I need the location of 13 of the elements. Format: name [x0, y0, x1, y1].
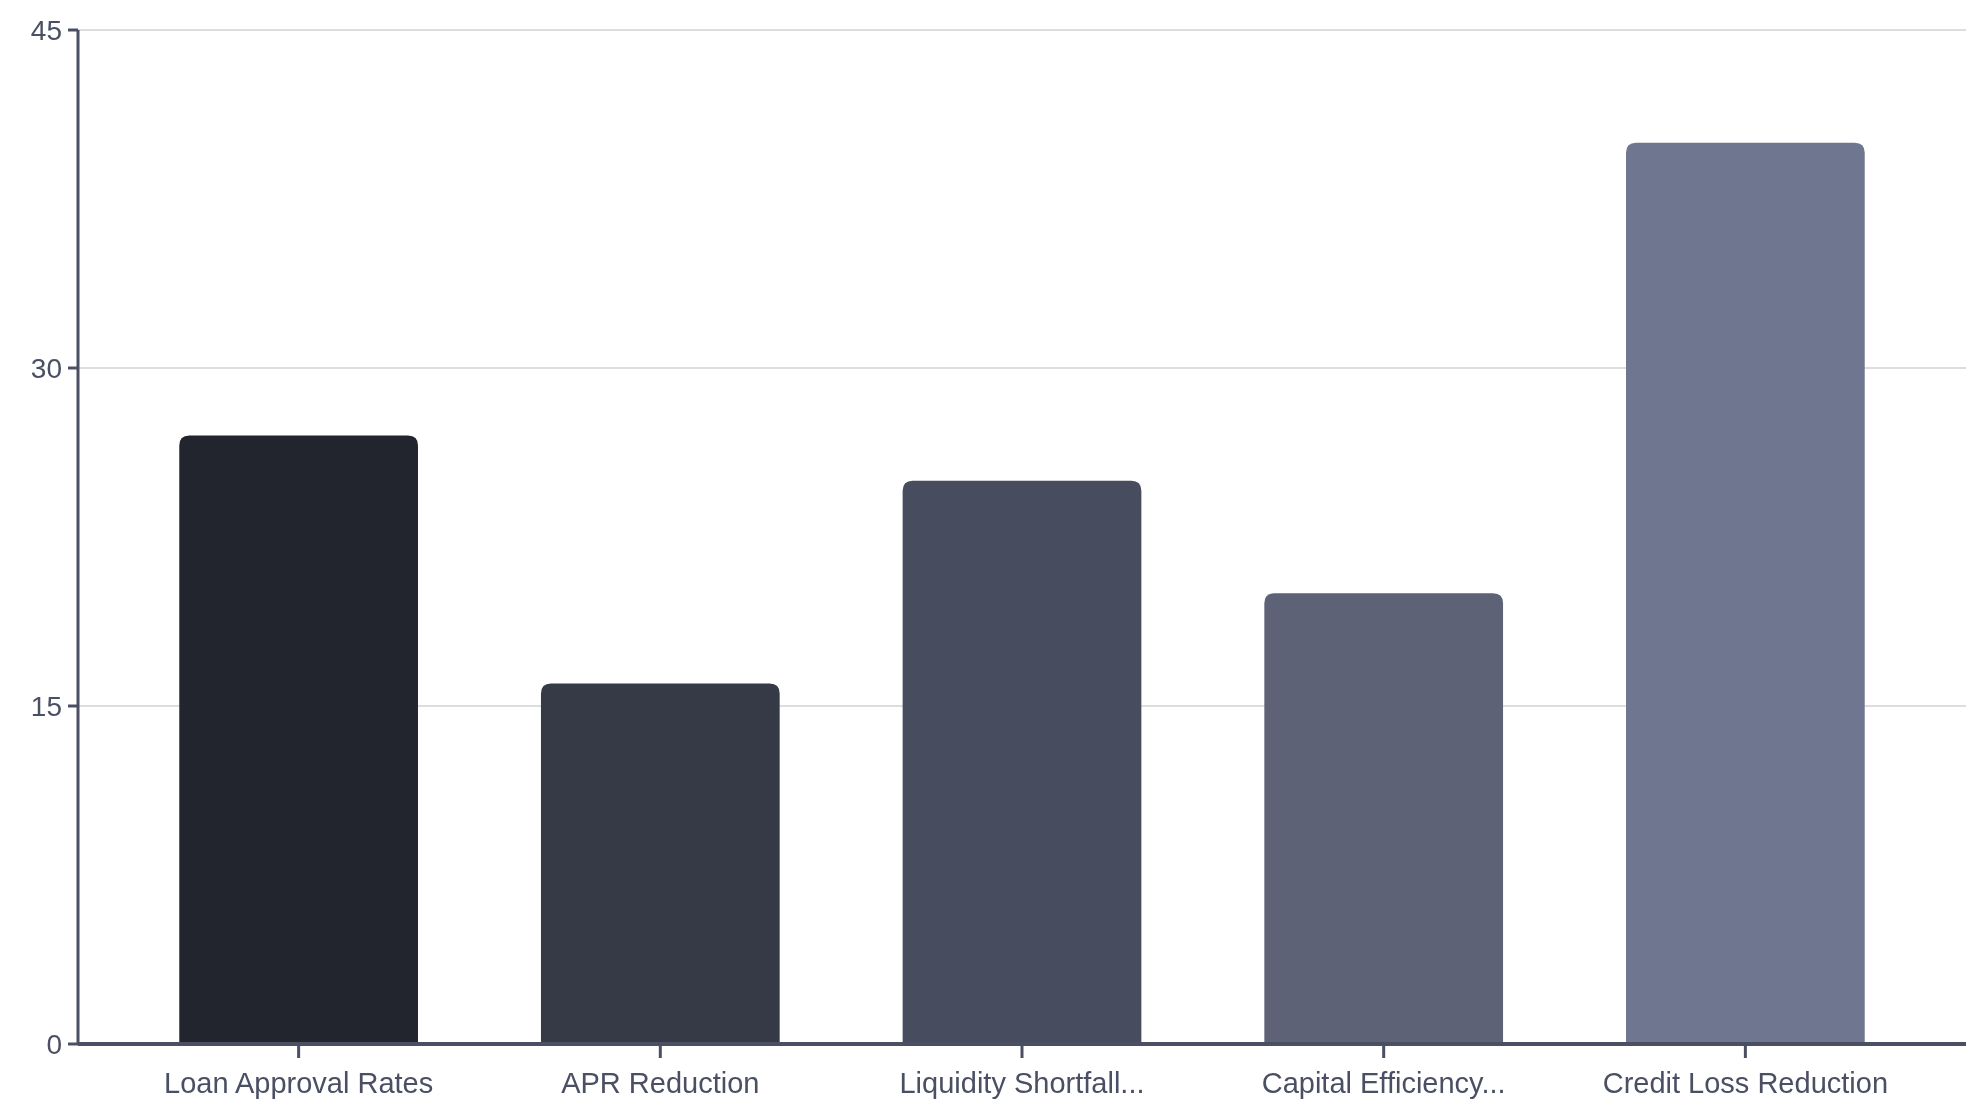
y-tick-label: 30 [30, 352, 62, 384]
y-tick-label: 45 [30, 14, 62, 46]
bar [1626, 142, 1865, 1044]
y-tick-label: 15 [30, 690, 62, 722]
bar [540, 683, 780, 1044]
x-tick-label: Liquidity Shortfall... [899, 1067, 1145, 1099]
bar [179, 435, 418, 1044]
x-tick-label: APR Reduction [561, 1067, 760, 1099]
y-tick-label: 0 [46, 1028, 62, 1060]
x-tick-label: Loan Approval Rates [164, 1067, 434, 1099]
x-tick-label: Credit Loss Reduction [1602, 1067, 1889, 1099]
x-tick-label: Capital Efficiency... [1261, 1067, 1506, 1099]
bar [1264, 593, 1504, 1044]
